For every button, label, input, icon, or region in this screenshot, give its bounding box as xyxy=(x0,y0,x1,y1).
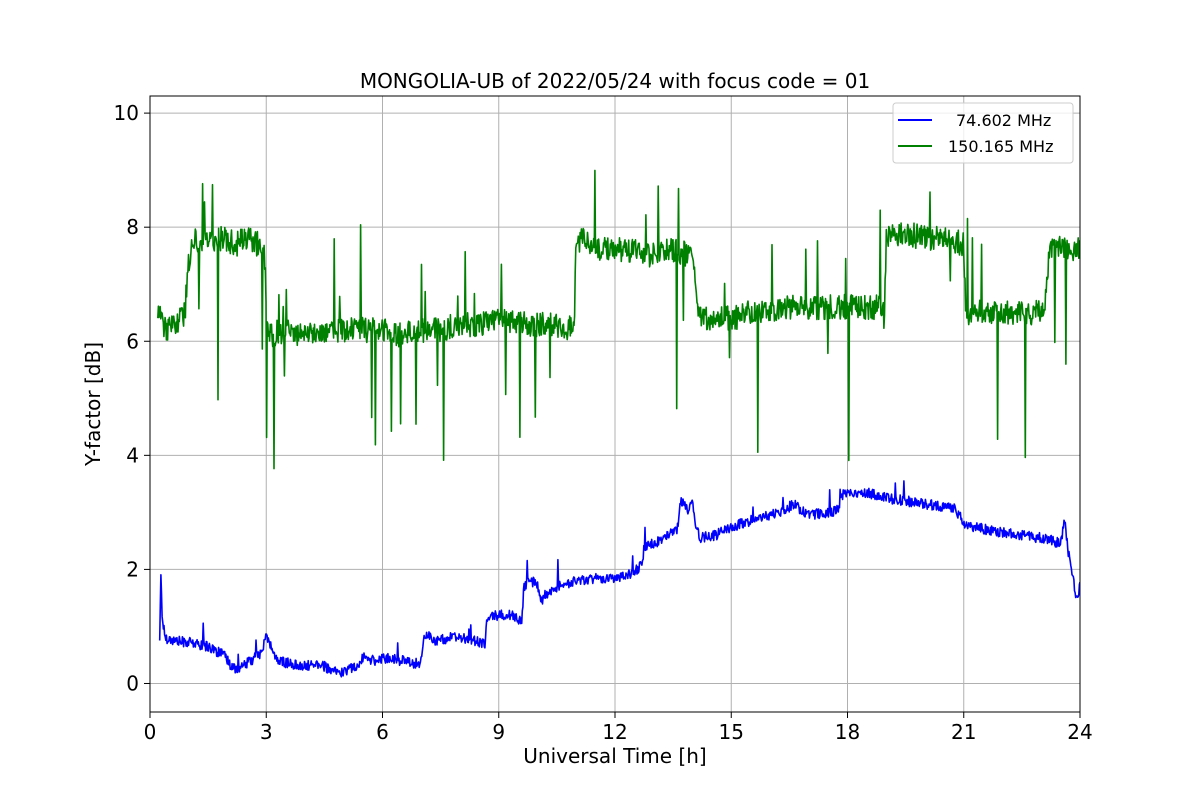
x-axis-label: Universal Time [h] xyxy=(523,744,706,768)
x-tick-label: 12 xyxy=(602,720,627,744)
legend-box xyxy=(892,102,1074,164)
x-tick-label: 3 xyxy=(260,720,273,744)
chart-title: MONGOLIA-UB of 2022/05/24 with focus cod… xyxy=(360,69,870,93)
x-tick-label: 24 xyxy=(1067,720,1092,744)
legend: 74.602 MHz 150.165 MHz xyxy=(892,102,1074,164)
y-tick-label: 8 xyxy=(126,215,139,239)
series-line-74-602-mhz xyxy=(158,480,1080,678)
y-tick-label: 10 xyxy=(114,101,139,125)
legend-label-74-602: 74.602 MHz xyxy=(956,111,1051,130)
x-tick-label: 9 xyxy=(492,720,505,744)
y-tick-label: 6 xyxy=(126,329,139,353)
x-tick-label: 0 xyxy=(144,720,157,744)
y-tick-label: 0 xyxy=(126,671,139,695)
series-layer xyxy=(157,169,1080,678)
series-line-150-165-mhz xyxy=(157,169,1080,470)
y-axis-label: Y-factor [dB] xyxy=(81,342,105,467)
legend-label-150-165: 150.165 MHz xyxy=(948,137,1053,156)
x-tick-label: 21 xyxy=(951,720,976,744)
x-tick-label: 6 xyxy=(376,720,389,744)
x-tick-label: 15 xyxy=(719,720,744,744)
x-tick-label: 18 xyxy=(835,720,860,744)
y-tick-label: 4 xyxy=(126,443,139,467)
y-tick-label: 2 xyxy=(126,557,139,581)
